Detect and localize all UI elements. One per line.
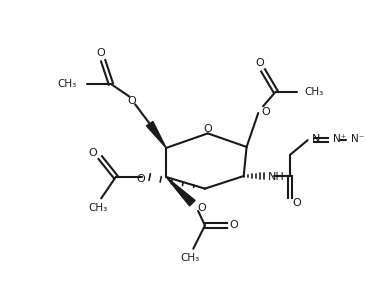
Text: O: O bbox=[127, 96, 136, 107]
Text: O: O bbox=[88, 148, 97, 158]
Text: N: N bbox=[311, 134, 320, 144]
Text: CH₃: CH₃ bbox=[305, 87, 324, 97]
Text: O: O bbox=[203, 124, 212, 134]
Polygon shape bbox=[146, 122, 166, 148]
Text: CH₃: CH₃ bbox=[58, 79, 77, 89]
Text: O: O bbox=[256, 58, 265, 68]
Text: O: O bbox=[96, 48, 105, 58]
Text: N⁻: N⁻ bbox=[351, 134, 365, 144]
Text: O: O bbox=[293, 198, 301, 208]
Text: N⁺: N⁺ bbox=[333, 134, 346, 144]
Text: O: O bbox=[136, 174, 145, 184]
Polygon shape bbox=[166, 177, 195, 206]
Text: O: O bbox=[229, 221, 238, 230]
Text: O: O bbox=[197, 203, 206, 213]
Text: CH₃: CH₃ bbox=[181, 253, 200, 263]
Text: NH: NH bbox=[268, 172, 285, 182]
Text: O: O bbox=[261, 107, 270, 117]
Text: CH₃: CH₃ bbox=[89, 203, 108, 213]
